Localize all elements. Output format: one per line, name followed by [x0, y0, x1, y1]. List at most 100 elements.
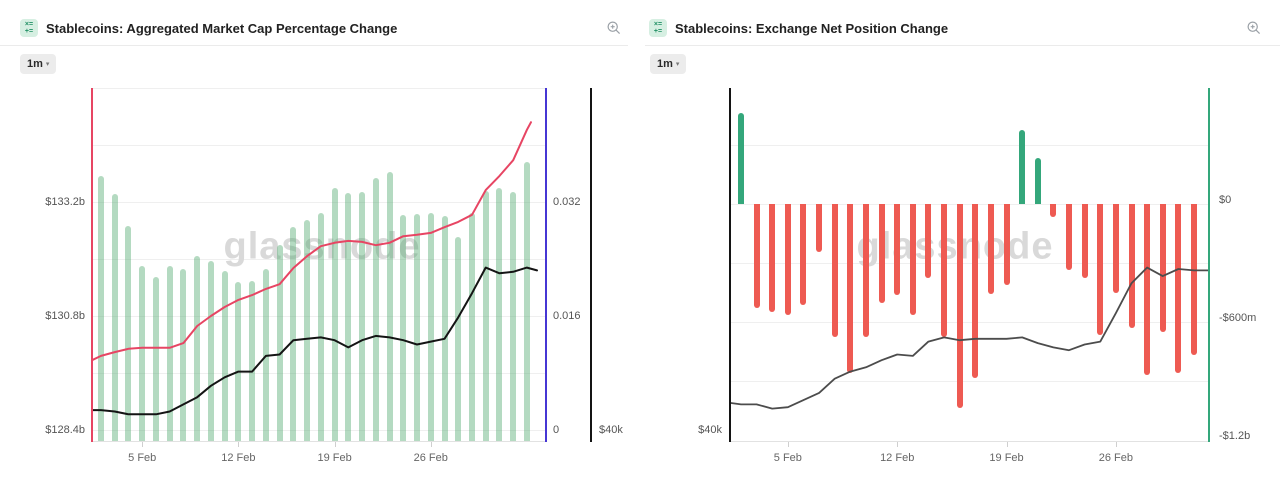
bar: [878, 204, 885, 303]
bar: [1003, 204, 1010, 285]
page-title: Stablecoins: Aggregated Market Cap Perce…: [46, 21, 398, 36]
bar: [1050, 204, 1057, 217]
bar: [98, 175, 104, 441]
gridline: [92, 88, 545, 89]
y-axis-line-right: [1208, 88, 1210, 442]
x-axis-baseline: [730, 441, 1208, 442]
bar: [331, 188, 338, 441]
bar: [1190, 204, 1197, 356]
y-axis-label: $128.4b: [45, 424, 85, 436]
x-tick-mark: [897, 442, 899, 447]
bar: [386, 172, 393, 441]
y-axis-label: 0.016: [553, 310, 581, 322]
metric-calc-icon: ×= +=: [20, 19, 38, 37]
glassnode-watermark: glassnode: [856, 225, 1054, 268]
gridline: [730, 145, 1208, 146]
y-axis-label: -$600m: [1219, 312, 1257, 324]
bar: [125, 226, 132, 441]
gridline: [92, 430, 545, 431]
x-tick-mark: [1006, 442, 1008, 447]
bar: [496, 188, 503, 441]
bar: [1066, 204, 1073, 271]
bar: [800, 204, 807, 306]
chevron-down-icon: ▾: [45, 61, 50, 68]
y-axis-label: 0: [553, 424, 560, 436]
timeframe-button[interactable]: 1m ▾: [20, 54, 57, 74]
x-tick-mark: [142, 442, 144, 447]
x-tick-mark: [430, 442, 432, 447]
zoom-in-icon[interactable]: [1246, 20, 1262, 36]
y-axis-line-price: [590, 88, 592, 442]
bar: [304, 220, 311, 441]
bar: [180, 268, 187, 441]
bar: [427, 212, 434, 441]
bar: [784, 204, 791, 315]
chevron-down-icon: ▾: [675, 61, 680, 68]
bar: [1144, 204, 1151, 375]
bar: [441, 215, 448, 441]
bar: [1175, 204, 1182, 373]
x-tick-mark: [1115, 442, 1117, 447]
y-axis-line-price: [729, 88, 731, 442]
bar: [909, 204, 916, 315]
bar: [941, 204, 948, 337]
bar: [510, 192, 517, 441]
gridline: [92, 145, 545, 146]
y-axis-label: $40k: [599, 424, 623, 436]
x-tick-mark: [787, 442, 789, 447]
gridline: [730, 204, 1208, 205]
bar: [290, 227, 297, 441]
y-axis-line-left: [91, 88, 93, 442]
bar: [831, 204, 838, 337]
x-tick-mark: [334, 442, 336, 447]
bar: [523, 162, 530, 441]
bar: [1034, 157, 1041, 204]
bar: [235, 281, 242, 441]
bar: [482, 191, 489, 441]
bar: [359, 192, 366, 441]
bar: [400, 214, 407, 441]
y-axis-label: $40k: [698, 424, 722, 436]
x-axis-label: 5 Feb: [773, 452, 802, 464]
bar: [1112, 204, 1119, 294]
bar: [166, 266, 173, 441]
bar: [1097, 204, 1104, 335]
metric-calc-icon: ×= +=: [649, 19, 667, 37]
bar: [972, 204, 979, 379]
bar: [111, 193, 118, 441]
bar: [455, 237, 462, 441]
bar: [847, 204, 854, 373]
bar: [414, 213, 421, 441]
header-divider: [645, 45, 1280, 46]
bar: [262, 268, 269, 441]
bar: [194, 256, 201, 441]
bar: [317, 212, 324, 441]
timeframe-button[interactable]: 1m ▾: [650, 54, 687, 74]
x-axis-label: 26 Feb: [413, 452, 448, 464]
gridline: [730, 322, 1208, 323]
bar: [372, 177, 379, 441]
y-axis-label: $133.2b: [45, 196, 85, 208]
x-axis-label: 12 Feb: [880, 452, 915, 464]
y-axis-line-right: [545, 88, 547, 442]
bar: [862, 204, 869, 337]
y-axis-label: -$1.2b: [1219, 430, 1251, 442]
header-divider: [0, 45, 628, 46]
x-axis-label: 12 Feb: [221, 452, 256, 464]
zoom-in-icon[interactable]: [606, 20, 622, 36]
x-axis-label: 5 Feb: [128, 452, 157, 464]
bar: [987, 204, 994, 295]
bar: [925, 204, 932, 278]
bar: [769, 204, 776, 312]
bar: [1019, 130, 1026, 204]
gridline: [730, 263, 1208, 264]
y-axis-label: 0.032: [553, 196, 581, 208]
bar: [1081, 204, 1088, 278]
bar: [139, 266, 146, 441]
bar: [956, 204, 963, 408]
bar: [152, 277, 159, 441]
y-axis-label: $130.8b: [45, 310, 85, 322]
panel-header-left: [0, 0, 639, 45]
